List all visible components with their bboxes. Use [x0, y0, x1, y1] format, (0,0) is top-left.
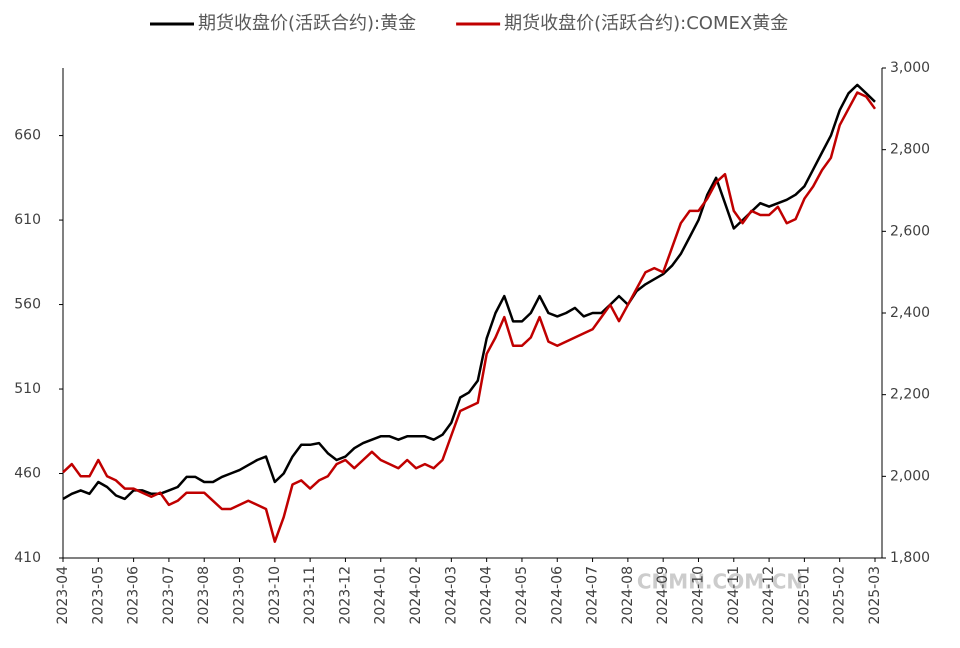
- y2-tick-label: 2,800: [890, 142, 930, 158]
- y-tick-label: 410: [14, 550, 41, 566]
- y-tick-label: 510: [14, 381, 41, 397]
- x-tick-label: 2023-09: [232, 566, 248, 625]
- y2-tick-label: 2,600: [890, 223, 930, 239]
- x-tick-label: 2023-11: [302, 566, 318, 625]
- y-tick-label: 610: [14, 212, 41, 228]
- x-tick-label: 2023-07: [161, 566, 177, 625]
- x-tick-label: 2024-04: [479, 566, 495, 625]
- series-line: [62, 91, 877, 543]
- y2-tick-label: 2,000: [890, 468, 930, 484]
- x-tick-label: 2023-10: [267, 566, 283, 625]
- x-tick-label: 2023-05: [90, 566, 106, 625]
- x-tick-label: 2024-05: [514, 566, 530, 625]
- watermark: CNMN.COM.CN: [637, 570, 803, 594]
- y2-tick-label: 1,800: [890, 550, 930, 566]
- y2-tick-label: 2,400: [890, 305, 930, 321]
- x-tick-label: 2023-08: [196, 566, 212, 625]
- x-tick-label: 2024-07: [585, 566, 601, 625]
- x-tick-label: 2024-01: [373, 566, 389, 625]
- x-tick-label: 2025-03: [867, 566, 883, 625]
- y2-tick-label: 2,200: [890, 387, 930, 403]
- x-tick-label: 2024-06: [549, 566, 565, 625]
- x-tick-label: 2024-02: [408, 566, 424, 625]
- x-tick-label: 2024-09: [655, 566, 671, 625]
- x-tick-label: 2023-04: [55, 566, 71, 625]
- legend-label: 期货收盘价(活跃合约):COMEX黄金: [504, 13, 788, 34]
- x-tick-label: 2025-02: [832, 566, 848, 625]
- x-tick-label: 2023-06: [126, 566, 142, 625]
- legend-label: 期货收盘价(活跃合约):黄金: [198, 13, 416, 34]
- x-tick-label: 2024-08: [620, 566, 636, 625]
- y-tick-label: 560: [14, 297, 41, 313]
- y-tick-label: 460: [14, 466, 41, 482]
- x-tick-label: 2024-03: [443, 566, 459, 625]
- x-tick-label: 2023-12: [337, 566, 353, 625]
- y-tick-label: 660: [14, 128, 41, 144]
- series-line: [62, 83, 876, 501]
- x-tick-label: 2024-10: [690, 566, 706, 625]
- y2-tick-label: 3,000: [890, 60, 930, 76]
- x-tick-label: 2025-01: [796, 566, 812, 625]
- x-tick-label: 2024-12: [761, 566, 777, 625]
- x-tick-label: 2024-11: [726, 566, 742, 625]
